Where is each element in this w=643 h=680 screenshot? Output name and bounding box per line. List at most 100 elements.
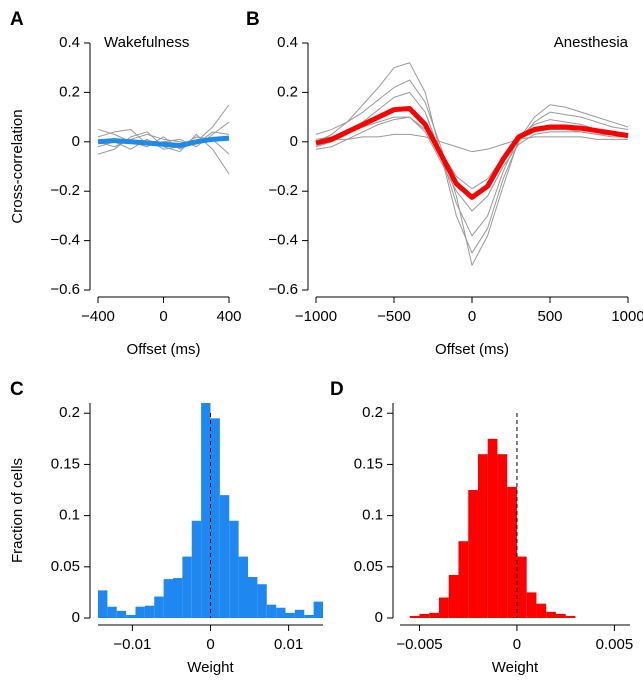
bar <box>266 604 277 618</box>
trace-line <box>315 133 628 153</box>
bar <box>438 597 449 618</box>
x-tick-label: 400 <box>216 308 241 325</box>
x-tick-label: −500 <box>377 308 411 325</box>
bar <box>419 613 430 618</box>
x-tick-label: −1000 <box>295 308 337 325</box>
panel-label: B <box>246 9 260 30</box>
bar <box>555 613 566 618</box>
y-tick-label: 0.2 <box>362 404 383 421</box>
bar <box>126 614 136 618</box>
bar <box>546 611 556 618</box>
bar <box>409 615 420 618</box>
y-tick-label: 0.2 <box>59 404 80 421</box>
x-tick-label: −0.01 <box>113 636 151 653</box>
bar <box>526 592 537 618</box>
bar <box>477 454 488 618</box>
bar <box>135 606 145 618</box>
bar <box>107 606 117 618</box>
bar <box>257 584 267 618</box>
bar <box>468 490 478 618</box>
bar <box>507 486 517 618</box>
bar <box>144 605 155 618</box>
y-tick-label: 0.05 <box>51 558 80 575</box>
bar <box>313 601 323 618</box>
y-tick-label: −0.2 <box>268 182 298 199</box>
bar <box>285 612 295 618</box>
bar <box>276 607 286 618</box>
x-tick-label: 0 <box>468 308 476 325</box>
x-tick-label: 1000 <box>611 308 643 325</box>
y-tick-label: 0.05 <box>354 558 383 575</box>
annotation: Wakefulness <box>104 34 189 51</box>
bar <box>487 438 498 618</box>
bar <box>182 556 192 618</box>
bar <box>248 577 258 618</box>
bar <box>201 403 211 618</box>
y-tick-label: 0.4 <box>59 34 80 51</box>
x-tick-label: 0.01 <box>274 636 303 653</box>
y-tick-label: 0 <box>72 609 80 626</box>
trace-line <box>97 104 230 150</box>
bar <box>163 579 173 618</box>
mean-line <box>315 105 629 200</box>
bar <box>191 520 202 618</box>
x-axis-label: Offset (ms) <box>435 341 509 358</box>
y-tick-label: −0.6 <box>50 281 80 298</box>
y-tick-label: 0.15 <box>51 455 80 472</box>
y-axis-label: Fraction of cells <box>9 458 26 563</box>
bar <box>429 612 439 618</box>
bar <box>516 556 527 618</box>
x-tick-label: 0 <box>159 308 167 325</box>
y-tick-label: −0.2 <box>50 182 80 199</box>
bar <box>294 609 305 618</box>
trace-line <box>315 116 629 190</box>
trace-line <box>315 91 629 237</box>
x-tick-label: 0.005 <box>596 636 634 653</box>
trace-line <box>315 79 629 266</box>
bar <box>536 603 547 618</box>
x-axis-label: Offset (ms) <box>127 341 201 358</box>
trace-line <box>315 62 629 254</box>
bar <box>497 454 508 618</box>
bar <box>219 495 230 618</box>
bar <box>565 615 576 618</box>
bar <box>229 520 239 618</box>
bar <box>154 596 164 618</box>
trace-line <box>97 131 230 148</box>
mean-line <box>97 135 230 149</box>
y-tick-label: −0.4 <box>268 232 298 249</box>
bar <box>98 590 108 618</box>
y-tick-label: 0 <box>72 133 80 150</box>
bar <box>173 578 183 618</box>
bar <box>448 575 459 618</box>
y-tick-label: 0 <box>375 609 383 626</box>
x-tick-label: 0 <box>513 636 521 653</box>
y-axis-label: Cross-correlation <box>9 109 26 223</box>
y-tick-label: 0.1 <box>59 507 80 524</box>
x-axis-label: Weight <box>492 659 539 676</box>
bar <box>304 614 314 618</box>
panel-label: A <box>10 9 24 30</box>
y-tick-label: −0.4 <box>50 232 80 249</box>
y-tick-label: 0.2 <box>277 83 298 100</box>
panel-label: D <box>330 379 344 400</box>
y-tick-label: 0.4 <box>277 34 298 51</box>
y-tick-label: 0.1 <box>362 507 383 524</box>
y-tick-label: 0 <box>290 133 298 150</box>
y-tick-label: −0.6 <box>268 281 298 298</box>
trace-line <box>315 116 628 212</box>
bar <box>458 541 469 618</box>
x-tick-label: 500 <box>537 308 562 325</box>
bar <box>210 418 220 618</box>
bar <box>238 556 248 618</box>
y-tick-label: 0.15 <box>354 455 383 472</box>
x-axis-label: Weight <box>187 659 234 676</box>
x-tick-label: −400 <box>81 308 115 325</box>
x-tick-label: −0.005 <box>396 636 442 653</box>
panel-label: C <box>10 379 24 400</box>
annotation: Anesthesia <box>554 34 629 51</box>
x-tick-label: 0 <box>206 636 214 653</box>
y-tick-label: 0.2 <box>59 83 80 100</box>
bar <box>116 610 127 618</box>
